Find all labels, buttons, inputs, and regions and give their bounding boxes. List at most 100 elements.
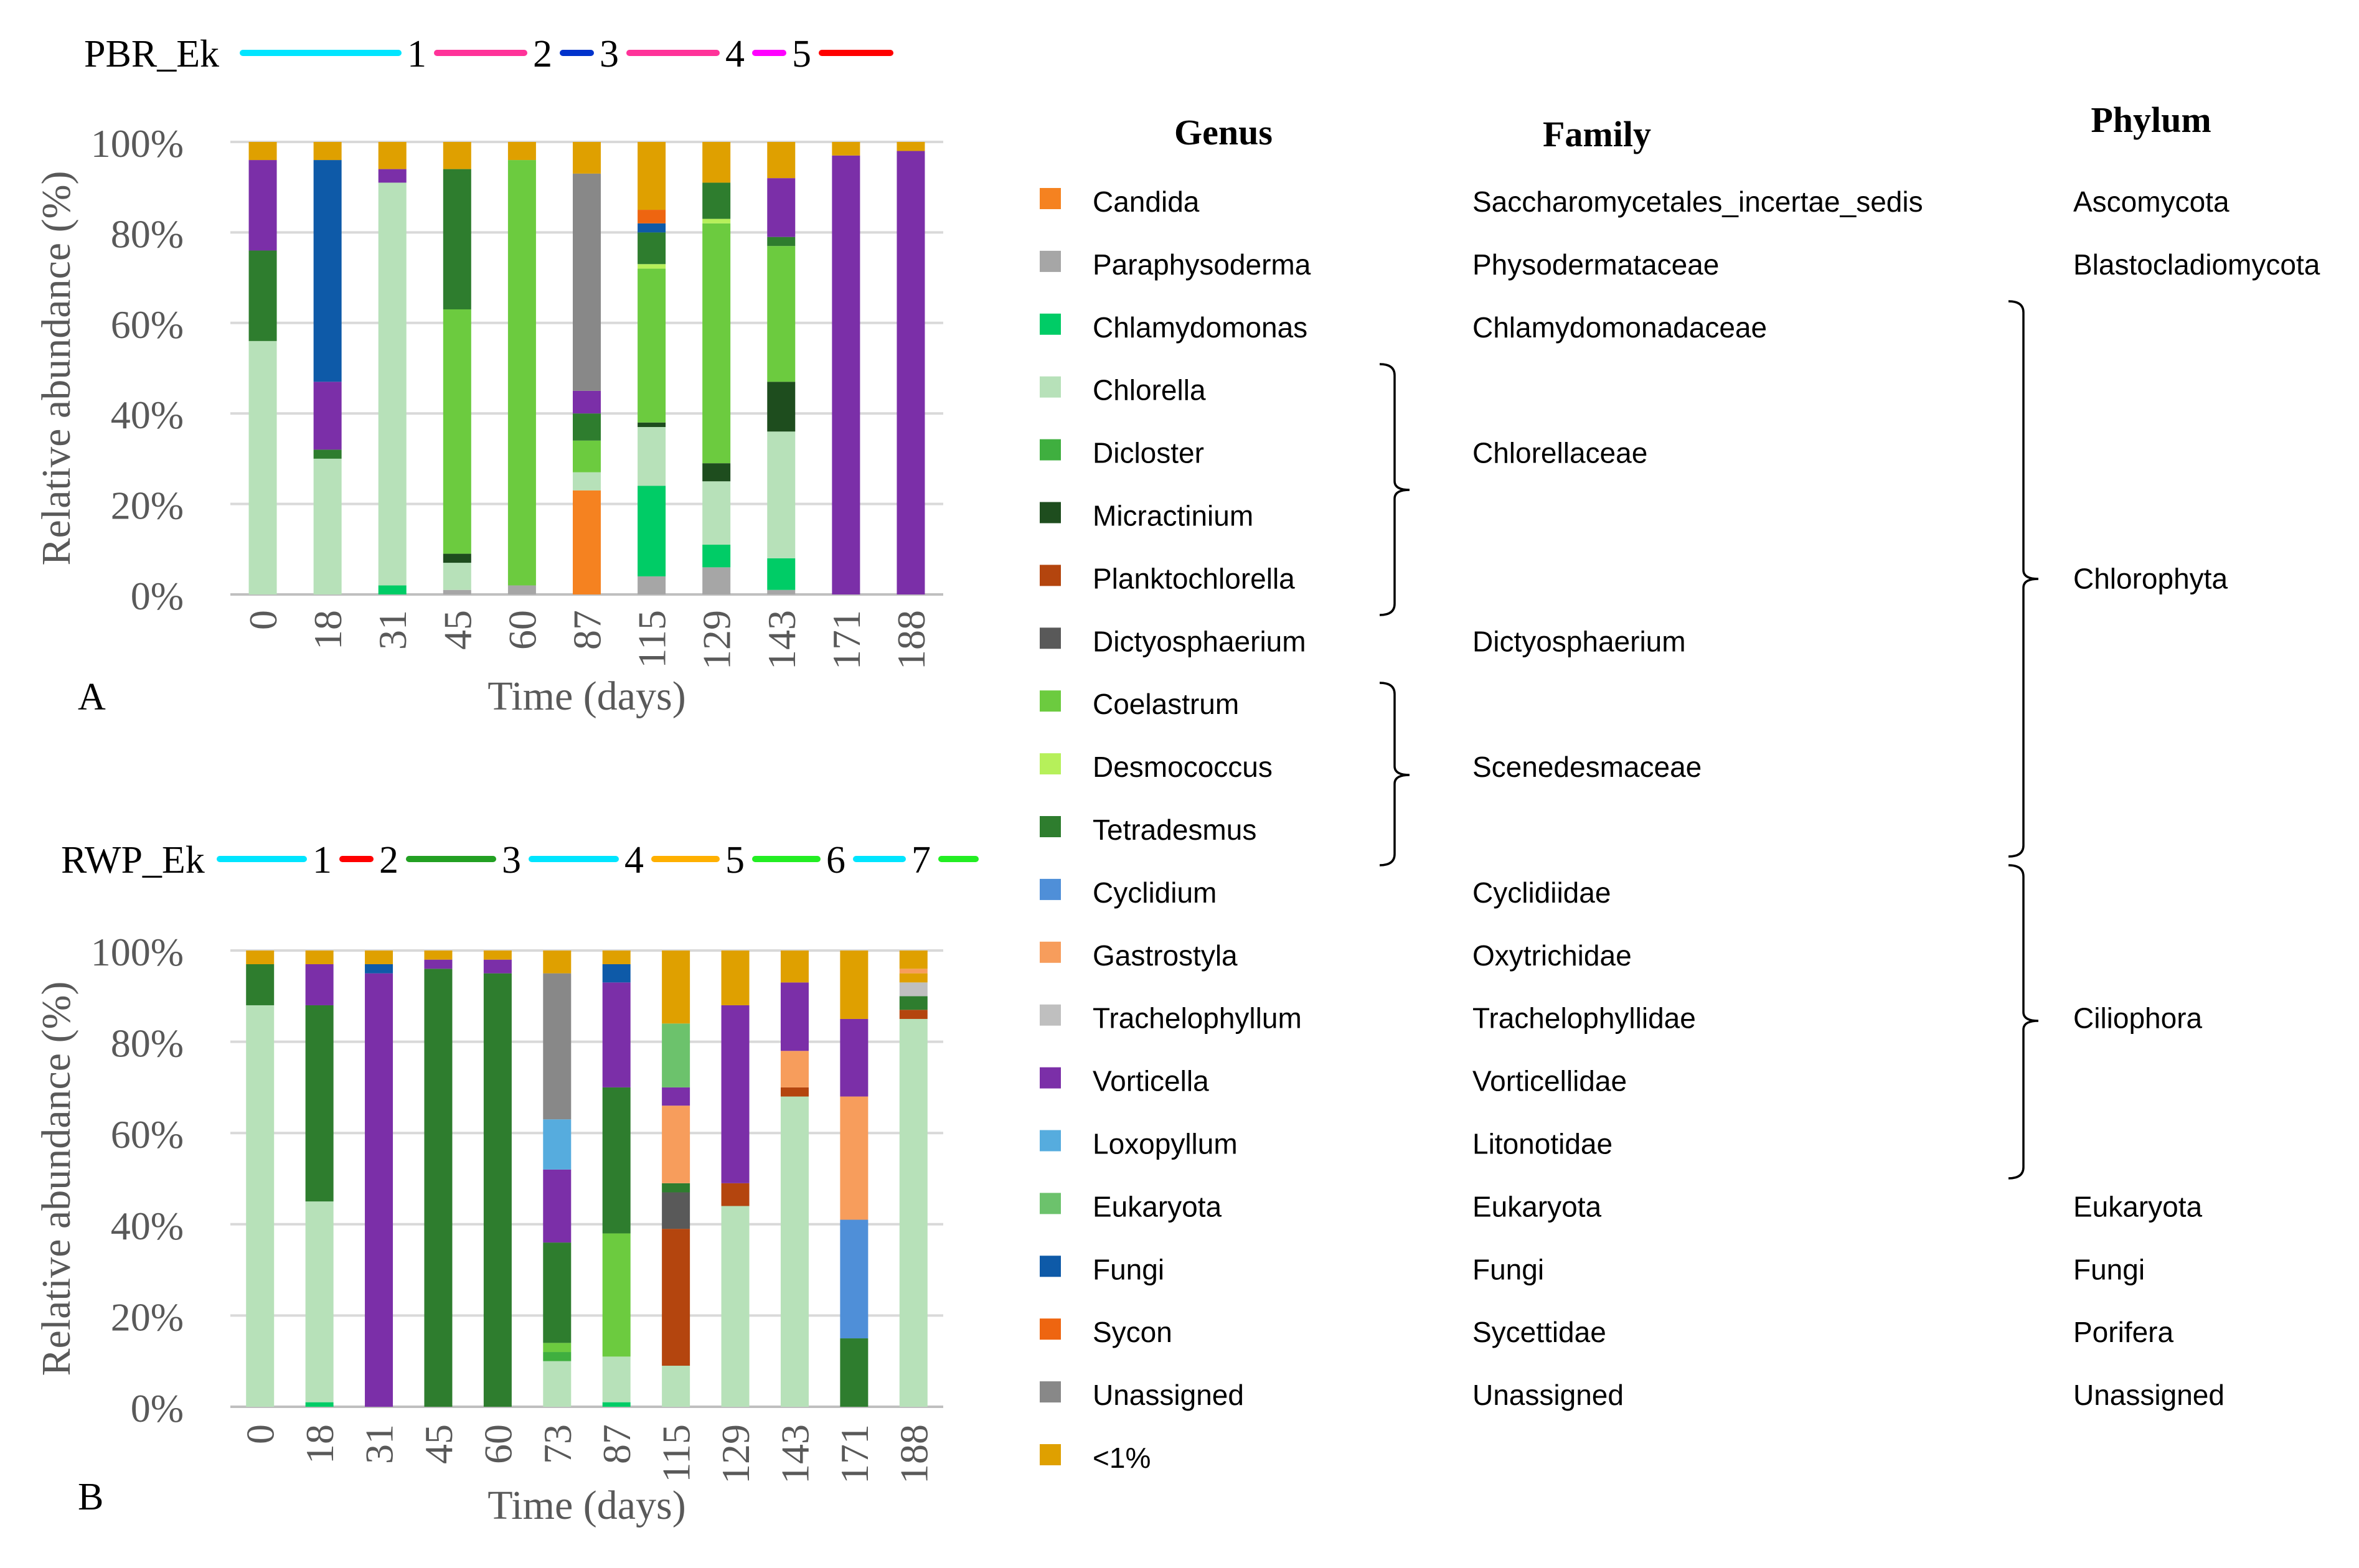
legend-entry-label: 6 <box>826 839 845 881</box>
bar-segment-lt1pct <box>832 142 860 156</box>
color-swatch <box>1040 690 1061 712</box>
bar-segment-vorticella <box>313 382 342 450</box>
bar-segment-lt1pct <box>543 951 572 974</box>
color-swatch <box>1040 376 1061 398</box>
genus-label: Desmococcus <box>1093 751 1273 783</box>
genus-label: Dicloster <box>1093 437 1204 469</box>
bar-stack-day-60 <box>483 951 512 1407</box>
bar-segment-chlorella <box>543 1361 572 1407</box>
bar-segment-desmococcus <box>638 264 666 269</box>
family-label: Litonotidae <box>1472 1128 1613 1160</box>
genus-label: Micractinium <box>1093 500 1253 532</box>
bar-segment-coelastrum <box>507 160 536 586</box>
bar-stack-day-115 <box>662 951 690 1407</box>
phylum-label: Chlorophyta <box>2073 562 2228 594</box>
header-genus: Genus <box>1174 112 1273 153</box>
bar-segment-coelastrum <box>543 1343 572 1353</box>
bar-stack-day-171 <box>832 142 860 594</box>
brace-chlorophyta <box>2008 300 2039 858</box>
legend-row-eukaryota: Eukaryota Eukaryota Eukaryota <box>1040 1190 2203 1223</box>
color-swatch <box>1040 878 1061 900</box>
legend-row-cyclidium: Cyclidium Cyclidiidae <box>1040 876 1611 909</box>
bar-segment-dictyosphaerium <box>662 1192 690 1229</box>
genus-label: Eukaryota <box>1093 1190 1222 1223</box>
genus-label: Dictyosphaerium <box>1093 625 1306 657</box>
color-swatch <box>1040 1004 1061 1026</box>
legend-entry-label: 3 <box>600 33 619 75</box>
legend-row-sycon: Sycon Sycettidae Porifera <box>1040 1316 2173 1348</box>
bar-segment-lt1pct <box>246 951 275 964</box>
color-swatch <box>1040 627 1061 649</box>
bar-segment-tetradesmus <box>424 969 453 1407</box>
genus-label: Tetradesmus <box>1093 814 1256 846</box>
bar-stack-day-18 <box>305 951 334 1407</box>
bar-segment-chlorella <box>721 1206 750 1407</box>
bar-stack-day-18 <box>313 142 342 594</box>
bar-segment-vorticella <box>543 1169 572 1243</box>
bar-segment-lt1pct <box>721 951 750 1005</box>
bar-segment-lt1pct <box>780 951 809 983</box>
bar-segment-chlorella <box>767 431 796 558</box>
legend-entry-label: 3 <box>502 839 521 881</box>
bar-stack-day-31 <box>365 951 393 1407</box>
y-tick-label: 40% <box>111 393 184 437</box>
x-tick-label: 115 <box>630 610 674 669</box>
legend-row-micractinium: Micractinium <box>1040 500 1253 532</box>
y-tick-label: 60% <box>111 303 184 347</box>
bar-segment-chlamydomonas <box>767 558 796 590</box>
bar-segment-chlorella <box>305 1201 334 1402</box>
bar-segment-tetradesmus <box>246 964 275 1005</box>
bar-segment-micractinium <box>443 553 471 563</box>
x-tick-label: 31 <box>357 1424 402 1464</box>
bar-segment-vorticella <box>365 973 393 1407</box>
color-swatch <box>1040 1444 1061 1465</box>
y-tick-label: 0% <box>131 574 184 618</box>
legend-row-paraphysoderma: Paraphysoderma Physodermataceae Blastoclad… <box>1040 248 2320 281</box>
bar-segment-lt1pct <box>767 142 796 179</box>
bar-segment-lt1pct <box>365 951 393 964</box>
bar-segment-tetradesmus <box>840 1338 869 1407</box>
phylum-label: Ciliophora <box>2073 1002 2203 1035</box>
genus-label: Vorticella <box>1093 1065 1209 1097</box>
bar-segment-chlorella <box>702 481 731 545</box>
legend-entry-label: 1 <box>313 839 332 881</box>
phylum-label: Blastocladiomycota <box>2073 248 2320 281</box>
bar-segment-micractinium <box>702 463 731 482</box>
phylum-label: Ascomycota <box>2073 185 2230 218</box>
family-label: Chlamydomonadaceae <box>1472 311 1767 344</box>
y-tick-label: 20% <box>111 1295 184 1339</box>
genus-label: Loxopyllum <box>1093 1128 1238 1160</box>
bar-segment-coelastrum <box>702 223 731 464</box>
bar-segment-micractinium <box>638 422 666 428</box>
color-swatch <box>1040 313 1061 335</box>
bar-segment-lt1pct <box>638 142 666 210</box>
bar-segment-planktochlorella <box>899 1010 928 1019</box>
bar-segment-chlorella <box>313 458 342 594</box>
phylum-label: Eukaryota <box>2073 1190 2203 1223</box>
bar-segment-vorticella <box>897 151 925 595</box>
bar-segment-micractinium <box>767 382 796 432</box>
bar-stack-day-143 <box>767 142 796 594</box>
bar-segment-lt1pct <box>248 142 277 161</box>
x-tick-label: 0 <box>238 1424 283 1444</box>
bar-segment-fungi <box>313 160 342 382</box>
bar-segment-lt1pct <box>483 951 512 960</box>
phylum-label: Porifera <box>2073 1316 2173 1348</box>
bar-segment-chlorella <box>662 1366 690 1407</box>
family-label: Scenedesmaceae <box>1472 751 1702 783</box>
bar-segment-vorticella <box>602 982 631 1087</box>
bar-segment-paraphysoderma <box>443 589 471 594</box>
bar-segment-lt1pct <box>602 951 631 964</box>
bar-segment-fungi <box>638 223 666 233</box>
x-tick-label: 129 <box>713 1424 758 1484</box>
y-tick-label: 40% <box>111 1204 184 1248</box>
bar-stack-day-129 <box>702 142 731 594</box>
bar-segment-lt1pct <box>899 973 928 983</box>
x-tick-label: 129 <box>695 610 739 670</box>
genus-label: Candida <box>1093 185 1200 218</box>
legend-row-unassigned: Unassigned Unassigned Unassigned <box>1040 1379 2225 1411</box>
bar-segment-unassigned <box>543 973 572 1120</box>
legend-entry-label: 2 <box>379 839 398 881</box>
bar-segment-planktochlorella <box>662 1229 690 1366</box>
